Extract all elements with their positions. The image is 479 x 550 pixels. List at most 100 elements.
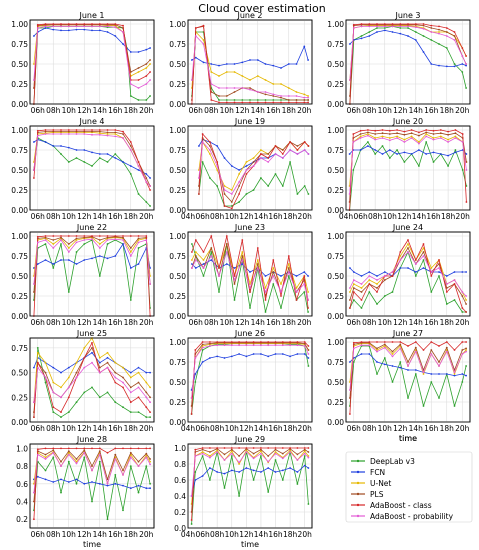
data-point-u-net <box>209 153 211 155</box>
data-point-pls <box>445 287 448 289</box>
y-tick-label: 0.2 <box>174 508 186 517</box>
x-tick-label: 16h <box>426 212 441 221</box>
x-tick-label: 12h <box>393 318 408 327</box>
x-tick-label: 16h <box>108 106 123 115</box>
data-point-adaboost-probability <box>388 139 391 142</box>
data-point-adaboost-class <box>75 235 78 237</box>
data-point-pls <box>209 451 211 453</box>
data-point-adaboost-probability <box>399 347 402 350</box>
data-point-adaboost-class <box>190 413 193 415</box>
data-point-fcn <box>438 271 440 273</box>
data-point-adaboost-class <box>359 129 362 132</box>
x-tick-label: 10h <box>378 318 393 327</box>
data-point-deeplab-v3 <box>391 291 394 293</box>
legend-label: AdaBoost - probability <box>370 512 454 521</box>
data-point-adaboost-class <box>368 341 371 343</box>
data-point-deeplab-v3 <box>307 193 310 195</box>
data-point-pls <box>60 130 62 133</box>
data-point-adaboost-class <box>83 447 86 450</box>
data-point-u-net <box>376 283 378 285</box>
data-point-pls <box>106 361 109 364</box>
data-point-pls <box>438 361 440 363</box>
data-point-adaboost-probability <box>252 165 255 167</box>
data-point-deeplab-v3 <box>122 406 124 409</box>
data-point-u-net <box>260 450 262 453</box>
x-tick-label: 18h <box>283 424 298 433</box>
data-point-adaboost-class <box>114 381 117 384</box>
data-point-adaboost-class <box>360 341 363 343</box>
data-point-adaboost-probability <box>264 91 267 93</box>
plot-frame <box>29 231 155 317</box>
y-tick-label: 0.50 <box>169 272 186 281</box>
x-tick-label: 14h <box>93 318 108 327</box>
data-point-adaboost-class <box>352 341 355 344</box>
data-point-pls <box>209 145 211 147</box>
data-point-adaboost-class <box>465 341 467 343</box>
data-point-deeplab-v3 <box>209 479 211 481</box>
data-point-adaboost-class <box>75 129 78 131</box>
data-point-adaboost-probability <box>91 238 93 241</box>
data-point-adaboost-class <box>67 396 70 399</box>
data-point-fcn <box>396 153 398 155</box>
data-point-deeplab-v3 <box>106 391 109 394</box>
data-point-adaboost-probability <box>137 165 140 167</box>
x-tick-label: 16h <box>424 424 439 433</box>
data-point-fcn <box>454 151 457 154</box>
data-point-u-net <box>60 386 62 389</box>
data-point-fcn <box>98 29 101 32</box>
data-point-fcn <box>414 369 417 371</box>
data-point-adaboost-probability <box>407 365 409 367</box>
data-point-fcn <box>453 374 456 377</box>
data-point-u-net <box>245 161 248 163</box>
x-tick-label: 08h <box>46 106 61 115</box>
data-point-adaboost-class <box>287 101 290 104</box>
data-point-adaboost-probability <box>447 141 449 143</box>
series-line-pls <box>349 131 467 203</box>
data-point-fcn <box>225 63 228 65</box>
data-point-deeplab-v3 <box>465 87 467 89</box>
data-point-adaboost-class <box>149 71 152 73</box>
data-point-u-net <box>295 91 298 93</box>
data-point-u-net <box>359 135 362 138</box>
series-line-u-net <box>191 343 309 399</box>
data-point-adaboost-class <box>44 23 47 25</box>
data-point-adaboost-probability <box>368 25 371 28</box>
data-point-adaboost-class <box>44 447 47 450</box>
data-point-deeplab-v3 <box>260 177 262 179</box>
data-point-fcn <box>129 487 132 490</box>
data-point-u-net <box>201 451 204 453</box>
legend-label: U-Net <box>370 479 391 488</box>
data-point-u-net <box>376 349 378 351</box>
data-point-u-net <box>280 283 282 285</box>
data-point-pls <box>274 448 277 451</box>
data-point-adaboost-probability <box>230 344 233 347</box>
data-point-fcn <box>201 475 204 477</box>
data-point-u-net <box>137 371 140 374</box>
data-point-u-net <box>352 283 355 285</box>
data-point-adaboost-class <box>201 341 204 343</box>
data-point-fcn <box>137 169 140 171</box>
data-point-adaboost-class <box>461 47 464 49</box>
x-tick-label: 16h <box>266 318 281 327</box>
data-point-adaboost-probability <box>438 267 440 269</box>
data-point-fcn <box>106 484 109 487</box>
data-point-adaboost-probability <box>238 461 241 464</box>
y-tick-label: 1.00 <box>327 126 344 135</box>
data-point-u-net <box>225 71 228 73</box>
data-point-fcn <box>83 482 86 485</box>
data-point-adaboost-probability <box>91 25 93 28</box>
data-point-pls <box>303 342 306 345</box>
series-line-u-net <box>191 449 309 505</box>
data-point-pls <box>122 236 124 239</box>
data-point-deeplab-v3 <box>241 99 244 101</box>
data-point-adaboost-class <box>407 239 409 241</box>
data-point-fcn <box>216 145 219 147</box>
data-point-adaboost-probability <box>307 96 309 99</box>
data-point-fcn <box>383 363 386 366</box>
data-point-u-net <box>453 373 456 375</box>
data-point-adaboost-class <box>122 447 124 450</box>
data-point-adaboost-probability <box>368 275 371 277</box>
data-point-adaboost-probability <box>149 463 152 466</box>
data-point-adaboost-class <box>238 341 241 343</box>
x-axis-label: time <box>399 434 417 443</box>
